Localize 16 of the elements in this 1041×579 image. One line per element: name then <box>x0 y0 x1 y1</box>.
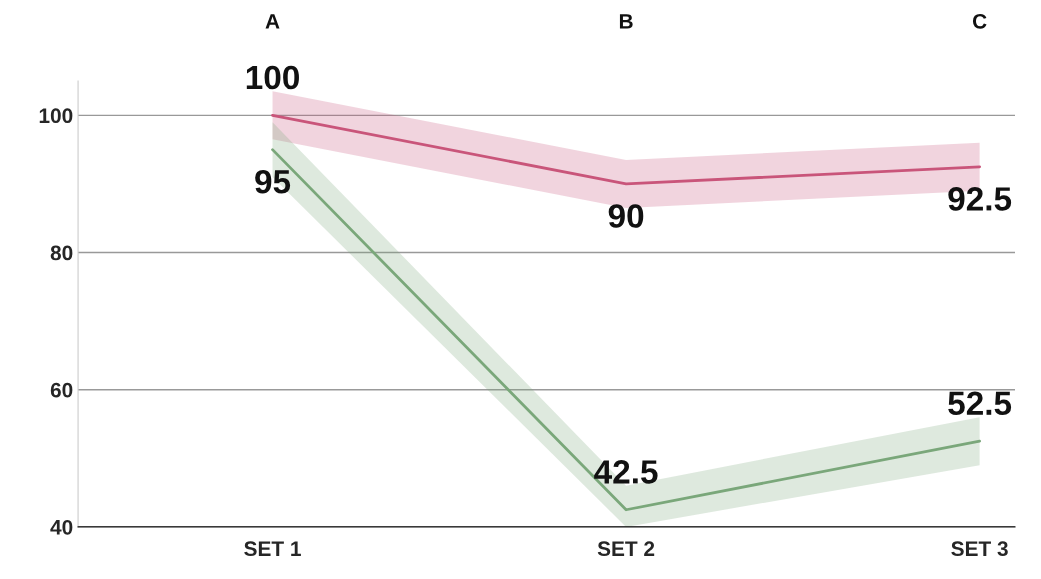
data-label: 52.5 <box>948 391 1012 416</box>
text: A <box>265 14 280 29</box>
data-label: 90 <box>608 204 644 228</box>
y-tick-label: 40 <box>50 519 73 535</box>
data-label: 42.5 <box>594 460 658 484</box>
text: B <box>619 14 633 29</box>
x-tick-label: SET 2 <box>597 541 655 557</box>
data-label: 95 <box>255 169 291 194</box>
data-label: 92.5 <box>948 187 1012 211</box>
y-tick-label: 80 <box>50 245 73 261</box>
text: C <box>972 13 987 29</box>
y-tick-label: 100 <box>39 108 73 124</box>
x-tick-label: SET 3 <box>951 541 1008 557</box>
x-tick-label: SET 1 <box>244 541 301 557</box>
y-tick-label: 60 <box>50 382 73 398</box>
data-label: 100 <box>246 65 299 90</box>
